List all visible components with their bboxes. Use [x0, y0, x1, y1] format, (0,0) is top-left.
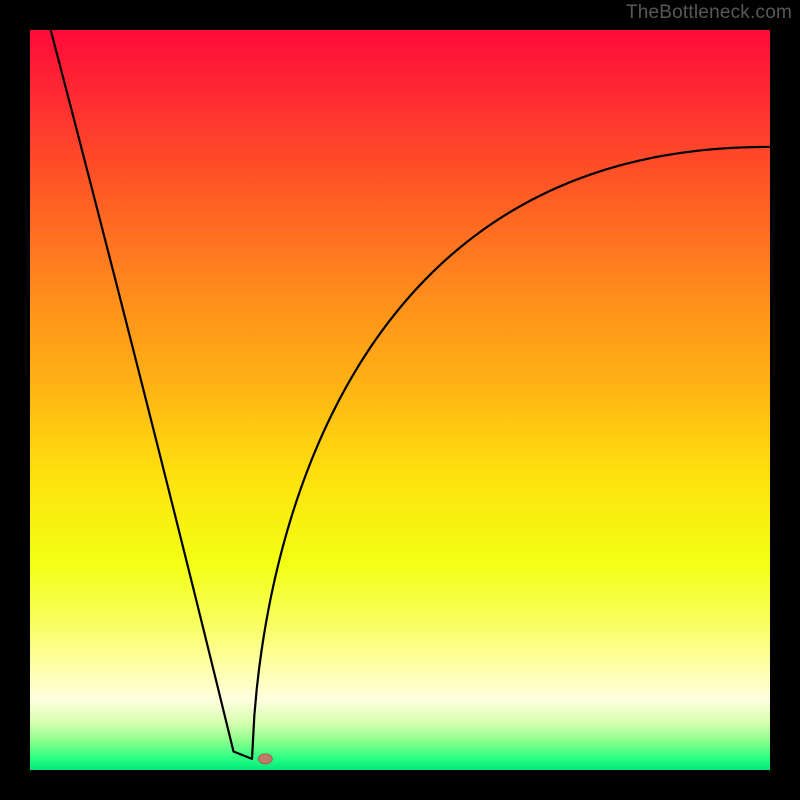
minimum-marker — [258, 754, 272, 764]
plot-area — [30, 30, 770, 770]
watermark-text: TheBottleneck.com — [626, 2, 792, 24]
chart-svg — [30, 30, 770, 770]
outer-frame: TheBottleneck.com — [0, 0, 800, 800]
bottleneck-curve — [51, 30, 770, 759]
